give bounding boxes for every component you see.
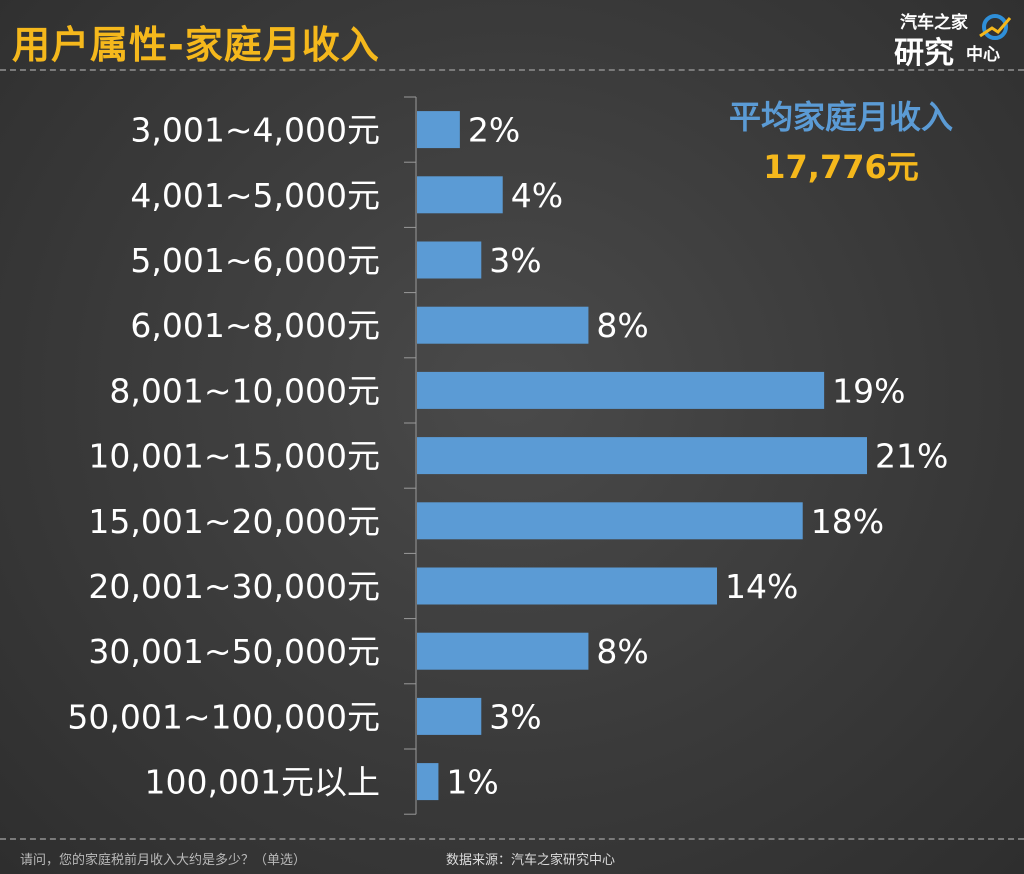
brand-logo: 汽车之家 研究 中心 <box>894 8 1012 71</box>
survey-question-note: 请问，您的家庭税前月收入大约是多少？（单选） <box>20 853 307 868</box>
category-label: 5,001~6,000元 <box>130 241 380 280</box>
data-label: 1% <box>446 763 498 802</box>
category-label: 10,001~15,000元 <box>88 437 380 476</box>
header-divider <box>0 69 1024 71</box>
data-label: 8% <box>596 306 648 345</box>
bar <box>417 176 503 214</box>
data-label: 3% <box>489 241 541 280</box>
category-label: 6,001~8,000元 <box>130 306 380 345</box>
bar <box>417 502 803 540</box>
category-label: 4,001~5,000元 <box>130 176 380 215</box>
category-label: 50,001~100,000元 <box>67 697 380 736</box>
logo-swirl-icon <box>979 14 1012 40</box>
bar <box>417 371 825 409</box>
data-label: 2% <box>468 111 520 150</box>
category-label: 30,001~50,000元 <box>88 632 380 671</box>
bar <box>417 632 589 670</box>
logo-sub-text: 中心 <box>966 45 1000 65</box>
category-label: 8,001~10,000元 <box>109 371 380 410</box>
footer-divider <box>0 838 1024 840</box>
data-label: 21% <box>875 437 948 476</box>
logo-top-text: 汽车之家 <box>900 13 968 33</box>
bar <box>417 567 717 605</box>
category-label: 15,001~20,000元 <box>88 502 380 541</box>
logo-main-text: 研究 <box>894 36 954 71</box>
data-label: 19% <box>832 371 905 410</box>
average-income-label: 平均家庭月收入 <box>728 98 953 136</box>
category-label: 100,001元以上 <box>145 763 380 802</box>
data-label: 8% <box>596 632 648 671</box>
bar <box>417 111 460 149</box>
data-label: 18% <box>811 502 884 541</box>
bar <box>417 306 589 344</box>
category-label: 3,001~4,000元 <box>130 111 380 150</box>
page-title: 用户属性-家庭月收入 <box>12 23 380 67</box>
bar <box>417 763 439 801</box>
category-label: 20,001~30,000元 <box>88 567 380 606</box>
bar <box>417 437 867 475</box>
data-label: 14% <box>725 567 798 606</box>
bar <box>417 697 482 735</box>
data-source-note: 数据来源：汽车之家研究中心 <box>446 853 616 868</box>
average-income-value: 17,776元 <box>763 148 919 186</box>
data-label: 3% <box>489 697 541 736</box>
bar <box>417 241 482 279</box>
data-label: 4% <box>511 176 563 215</box>
